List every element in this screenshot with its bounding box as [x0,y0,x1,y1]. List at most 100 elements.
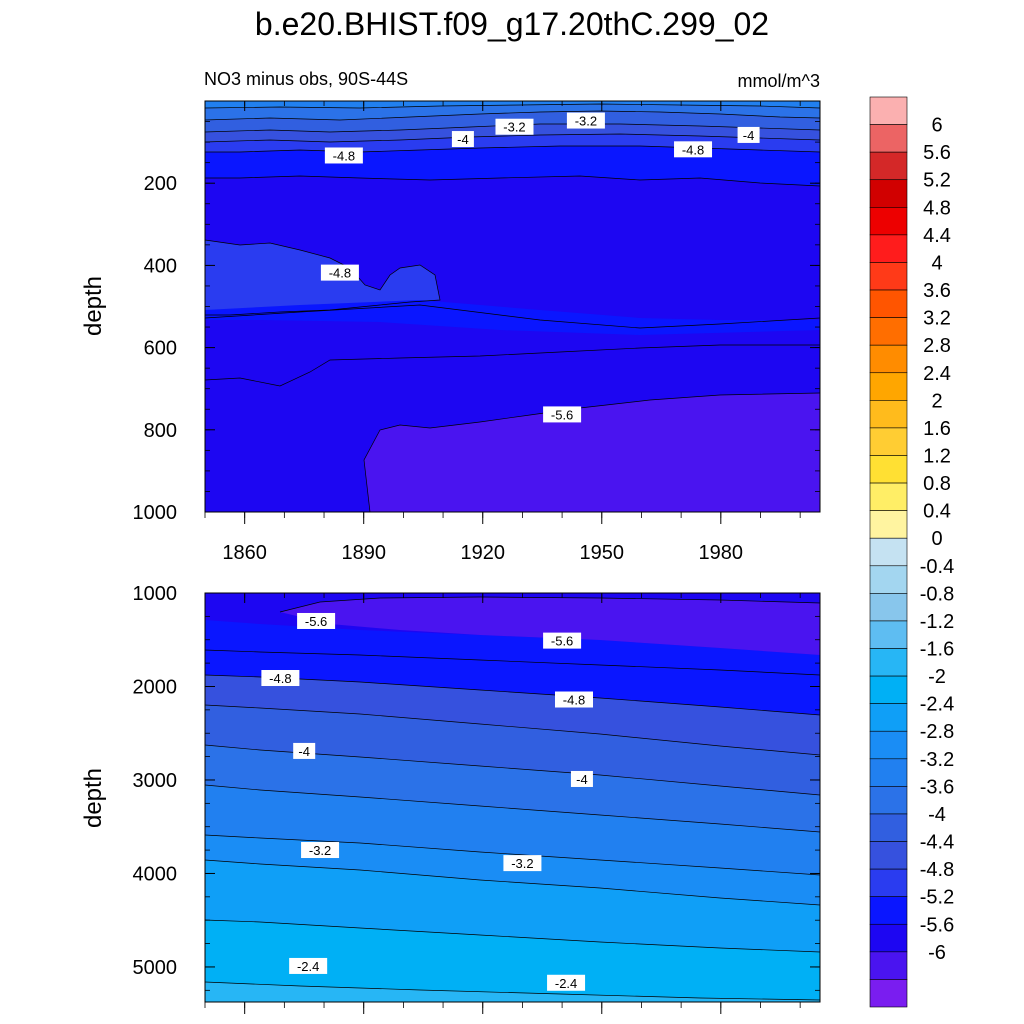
contour-label-bg [301,842,340,859]
upper-y-tick-label: 800 [144,420,177,442]
contour-label: -4.8 [261,670,300,687]
colorbar-box [869,234,908,263]
chart-title: b.e20.BHIST.f09_g17.20thC.299_02 [254,6,770,42]
contour-label-text: -3.2 [575,114,597,129]
colorbar-box [869,675,908,704]
contour-label-text: -4 [576,772,588,787]
colorbar-box [869,620,908,649]
colorbar-box [869,648,908,677]
contour-label-bg [674,141,713,158]
upper-axes: 200 400 600 800 1000 1860 1890 1920 1950 1980 [133,100,820,564]
colorbar-box [869,262,908,291]
colorbar-box [869,951,908,980]
lower-plot-frame [204,592,821,1003]
colorbar-box [869,207,908,236]
colorbar-label: 6 [931,115,942,137]
upper-y-tick-label: 200 [144,173,177,195]
colorbar-label: 0.4 [923,501,951,523]
colorbar-label: -5.2 [920,887,954,909]
contour-label-bg [261,670,300,687]
contour-label-text: -4.8 [682,142,704,157]
lower-contour-labels: -5.6 -5.6 -4.8 -4.8 -4 -4 -3.2 -3.2 -2.4 -2.4 [261,612,593,991]
colorbar-box [869,344,908,374]
lower-y-tick-label: 5000 [133,957,178,979]
colorbar-label: 0.8 [923,473,951,495]
contour-label-text: -4 [743,128,755,143]
colorbar-label: 5.6 [923,142,951,164]
contour-label-text: -4.8 [333,148,355,163]
colorbar-box [869,896,908,925]
contour-label-bg [495,118,534,135]
contour-label-text: -4.8 [329,266,351,281]
contour-label-text: -4 [298,744,310,759]
colorbar-label: -5.6 [920,914,954,936]
colorbar-box [869,124,908,153]
contour-label-bg [324,147,363,164]
contour-label-bg [570,770,593,787]
contour-label-text: -3.2 [503,120,525,135]
contour-label-bg [547,974,586,991]
colorbar-label: -4 [928,804,946,826]
colorbar-box [869,372,908,401]
contour-label: -5.6 [297,612,336,629]
upper-x-tick-label: 1980 [699,542,744,564]
contour-label: -4 [737,126,760,143]
contour-label-bg [320,264,359,281]
lower-y-tick-label: 1000 [133,583,178,605]
colorbar-label: 4 [931,252,942,274]
colorbar-box [869,730,908,760]
colorbar-label: -2.4 [920,694,954,716]
colorbar-label: 3.2 [923,308,951,330]
colorbar-label: -4.8 [920,859,954,881]
colorbar-label: 0 [931,528,942,550]
lower-contour-lines [204,596,821,1001]
lower-axes: 1000 2000 3000 4000 5000 [133,583,820,1014]
contour-label: -2.4 [289,957,328,974]
contour-label-text: -4.8 [563,693,585,708]
lower-y-axis-title: depth [80,768,107,828]
colorbar-box [869,813,908,842]
colorbar-label: 2.8 [923,335,951,357]
contour-label: -4.8 [674,141,713,158]
colorbar-label: -1.2 [920,611,954,633]
contour-label: -4.8 [324,147,363,164]
upper-y-tick-label: 600 [144,338,177,360]
colorbar-box [869,482,908,511]
contour-label-text: -5.6 [551,634,573,649]
colorbar-box [869,868,908,897]
contour-label: -3.2 [566,112,605,129]
contour-label-text: -4 [457,132,469,147]
colorbar-box [869,537,908,567]
colorbar-box [869,179,908,208]
units-string: mmol/m^3 [738,71,820,91]
contour-label: -4 [451,131,474,148]
contour-label-bg [297,612,336,629]
upper-x-tick-label: 1920 [460,542,505,564]
colorbar-label: -2 [928,666,946,688]
contour-label: -4 [570,770,593,787]
colorbar-label: -3.2 [920,749,954,771]
colorbar-label: -3.6 [920,776,954,798]
contour-label-text: -3.2 [511,856,533,871]
contour-label-bg [543,632,582,649]
colorbar-box [869,923,908,953]
contour-label-bg [289,957,328,974]
colorbar-box [869,289,908,318]
colorbar-box [869,427,908,456]
contour-label-bg [503,855,542,872]
contour-label: -5.6 [543,632,582,649]
upper-panel: NO3 minus obs, 90S-44S mmol/m^3 [80,69,821,564]
contour-label-text: -5.6 [305,614,327,629]
colorbar-label: 3.6 [923,280,951,302]
contour-label: -3.2 [495,118,534,135]
contour-label-text: -5.6 [551,407,573,422]
colorbar-box [869,786,908,815]
contour-label-bg [555,691,593,708]
colorbar-box [869,979,908,1008]
contour-label: -3.2 [503,855,542,872]
colorbar-box [869,317,908,346]
contour-label-bg [566,112,605,129]
colorbar-label: 4.4 [923,225,951,247]
